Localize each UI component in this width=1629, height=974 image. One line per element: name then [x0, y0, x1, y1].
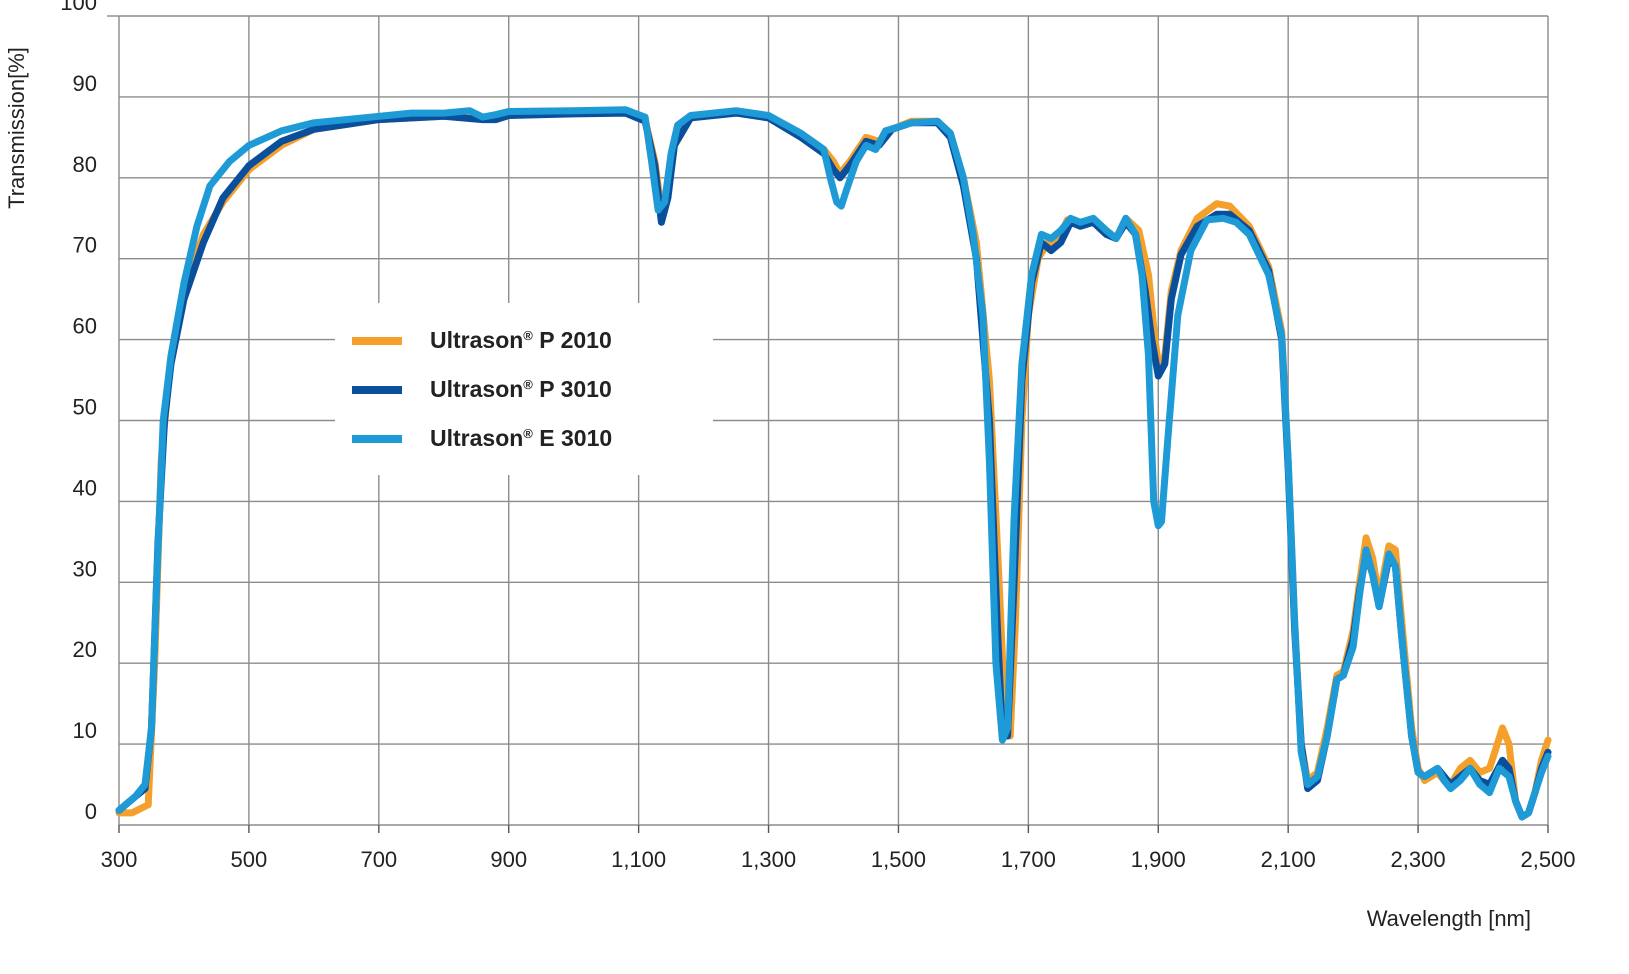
- x-tick-label: 2,300: [1391, 847, 1446, 872]
- series-lines: [115, 106, 1552, 821]
- y-tick-label: 80: [73, 152, 97, 177]
- legend-label-trademark: ®: [523, 426, 533, 441]
- legend-label-grade: E 3010: [533, 425, 612, 451]
- x-tick-label: 500: [231, 847, 268, 872]
- x-axis-ticks: 300 500 700 900 1,100 1,300 1,500 1,700 1,900 2,1…: [101, 825, 1576, 872]
- legend-label-trademark: ®: [523, 328, 533, 343]
- y-tick-label: 20: [73, 637, 97, 662]
- x-tick-label: 1,100: [611, 847, 666, 872]
- y-tick-label: 0: [85, 799, 97, 824]
- y-tick-label: 60: [73, 314, 97, 339]
- x-tick-label: 700: [360, 847, 397, 872]
- x-tick-label: 1,300: [741, 847, 796, 872]
- legend-label-3: Ultrason® E 3010: [430, 425, 612, 451]
- x-tick-label: 1,700: [1001, 847, 1056, 872]
- y-tick-label: 70: [73, 233, 97, 258]
- x-axis-title: Wavelength [nm]: [1367, 906, 1531, 931]
- x-tick-label: 2,100: [1261, 847, 1316, 872]
- x-tick-label: 1,900: [1131, 847, 1186, 872]
- x-tick-label: 900: [490, 847, 527, 872]
- legend-label-main: Ultrason: [430, 327, 523, 353]
- x-tick-label: 300: [101, 847, 138, 872]
- legend-label-trademark: ®: [523, 377, 533, 392]
- series-line-3: [115, 106, 1552, 821]
- legend-label-2: Ultrason® P 3010: [430, 376, 612, 402]
- y-tick-label: 50: [73, 395, 97, 420]
- y-axis-title: Transmission[%]: [4, 47, 29, 209]
- legend-label-grade: P 2010: [533, 327, 612, 353]
- y-tick-label: 100: [60, 0, 97, 15]
- y-tick-label: 40: [73, 475, 97, 500]
- y-tick-label: 30: [73, 556, 97, 581]
- legend-label-main: Ultrason: [430, 376, 523, 402]
- y-axis-ticks: 0 10 20 30 40 50 60 70 80 90 100: [60, 0, 97, 824]
- legend-label-1: Ultrason® P 2010: [430, 327, 612, 353]
- x-tick-label: 2,500: [1520, 847, 1575, 872]
- legend-label-grade: P 3010: [533, 376, 612, 402]
- legend-label-main: Ultrason: [430, 425, 523, 451]
- y-tick-label: 10: [73, 718, 97, 743]
- y-tick-label: 90: [73, 71, 97, 96]
- x-tick-label: 1,500: [871, 847, 926, 872]
